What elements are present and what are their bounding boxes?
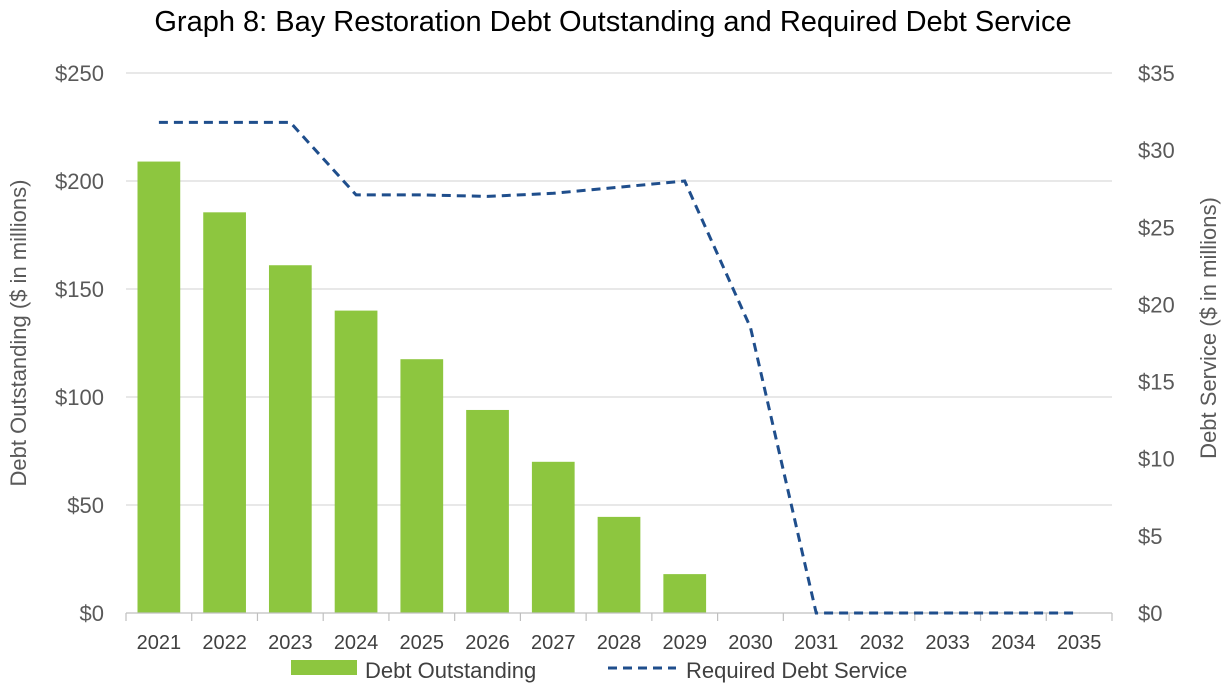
x-axis-tick-label: 2025 [400, 632, 445, 654]
bar-2025 [400, 359, 444, 613]
right-axis-title: Debt Service ($ in millions) [1196, 197, 1221, 459]
right-axis-tick-label: $5 [1138, 524, 1162, 549]
left-axis-tick-label: $200 [55, 169, 104, 194]
bar-2021 [137, 161, 181, 613]
x-axis-tick-label: 2034 [991, 632, 1036, 654]
bar-2022 [203, 212, 246, 613]
x-axis-tick-label: 2035 [1057, 632, 1102, 654]
bar-2026 [466, 409, 509, 613]
left-axis-title: Debt Outstanding ($ in millions) [6, 180, 31, 487]
left-axis-tick-label: $0 [80, 601, 104, 626]
left-axis-tick-label: $100 [55, 385, 104, 410]
left-axis-tick-label: $50 [67, 493, 104, 518]
chart-title: Graph 8: Bay Restoration Debt Outstandin… [154, 6, 1072, 38]
bar-2024 [334, 310, 378, 613]
x-axis-tick-label: 2029 [662, 632, 707, 654]
x-axis-tick-label: 2024 [334, 632, 379, 654]
right-axis-tick-label: $25 [1138, 215, 1175, 240]
right-axis-tick-label: $10 [1138, 447, 1175, 472]
right-axis-tick-label: $20 [1138, 292, 1175, 317]
bar-2029 [663, 574, 707, 613]
x-axis-tick-label: 2028 [597, 632, 642, 654]
bar-2023 [268, 265, 312, 613]
left-axis-tick-label: $250 [55, 61, 104, 86]
legend-label-debt-outstanding: Debt Outstanding [365, 658, 536, 683]
right-axis-tick-label: $15 [1138, 370, 1175, 395]
legend-label-required-debt-service: Required Debt Service [686, 658, 907, 683]
right-axis-tick-label: $30 [1138, 138, 1175, 163]
bar-2027 [531, 461, 575, 613]
right-axis-tick-label: $35 [1138, 61, 1175, 86]
x-axis-tick-label: 2022 [202, 632, 247, 654]
x-axis-tick-label: 2026 [465, 632, 510, 654]
x-axis-tick-label: 2023 [268, 632, 313, 654]
right-axis-tick-label: $0 [1138, 601, 1162, 626]
bar-2028 [597, 516, 641, 613]
left-axis-tick-label: $150 [55, 277, 104, 302]
x-axis-tick-label: 2033 [925, 632, 970, 654]
x-axis-tick-label: 2027 [531, 632, 576, 654]
x-axis-tick-label: 2030 [728, 632, 773, 654]
x-axis-tick-label: 2032 [860, 632, 905, 654]
x-axis-tick-label: 2021 [137, 632, 182, 654]
x-axis-tick-label: 2031 [794, 632, 839, 654]
legend-swatch-debt-outstanding [291, 660, 357, 675]
